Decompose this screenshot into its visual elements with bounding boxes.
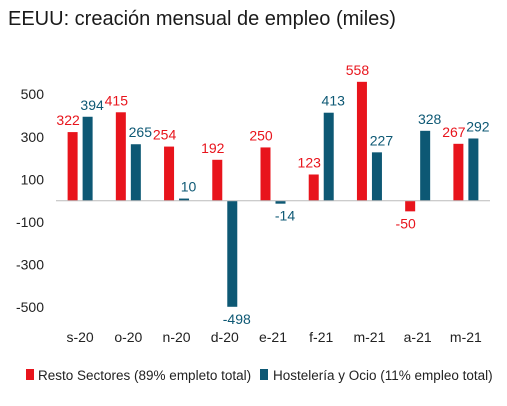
resto-sectores-bar — [453, 143, 464, 201]
y-tick-label: -500 — [16, 299, 44, 315]
resto-sectores-value-label: 558 — [346, 62, 370, 78]
hosteleria-ocio-bar — [227, 200, 238, 307]
legend: Resto Sectores (89% empleto total) Hostel… — [26, 368, 493, 383]
resto-sectores-value-label: 123 — [298, 154, 322, 170]
resto-sectores-value-label: 250 — [249, 127, 273, 143]
y-tick-label: 300 — [21, 129, 45, 145]
hosteleria-ocio-value-label: -14 — [275, 208, 295, 224]
hosteleria-ocio-value-label: 227 — [370, 132, 394, 148]
x-axis: s-20 o-20 n-20 d-20 e-21 f-21 m-21 a-21 m-21 — [66, 329, 482, 345]
legend-swatch — [260, 369, 268, 380]
y-tick-label: -300 — [16, 257, 44, 273]
x-tick-label: o-20 — [114, 329, 142, 345]
y-axis: 500 300 100 -100 -300 -500 — [16, 86, 44, 315]
x-tick-label: f-21 — [309, 329, 333, 345]
resto-sectores-bar — [356, 81, 367, 201]
legend-label: Resto Sectores (89% empleto total) — [38, 368, 251, 383]
resto-sectores-bar — [405, 200, 416, 212]
hosteleria-ocio-bar — [468, 138, 479, 201]
hosteleria-ocio-bar — [420, 130, 431, 201]
hosteleria-ocio-bar — [275, 200, 286, 204]
hosteleria-ocio-bar — [371, 152, 382, 201]
resto-sectores-value-label: 322 — [56, 112, 80, 128]
x-tick-label: m-21 — [353, 329, 385, 345]
y-tick-label: -100 — [16, 214, 44, 230]
x-tick-label: e-21 — [259, 329, 287, 345]
legend-label: Hostelería y Ocio (11% empleo total) — [273, 368, 493, 383]
resto-sectores-bar — [308, 174, 319, 201]
resto-sectores-bar — [212, 159, 223, 201]
hosteleria-ocio-bar — [130, 144, 141, 201]
resto-sectores-bar — [260, 147, 271, 201]
legend-swatch — [26, 369, 34, 380]
y-tick-label: 100 — [21, 171, 45, 187]
resto-sectores-value-label: 192 — [201, 140, 225, 156]
resto-sectores-bar — [67, 132, 78, 201]
hosteleria-ocio-value-label: 328 — [418, 111, 442, 127]
resto-sectores-bar — [115, 112, 126, 201]
hosteleria-ocio-value-label: 413 — [322, 93, 346, 109]
resto-sectores-value-label: 254 — [153, 127, 177, 143]
x-tick-label: m-21 — [450, 329, 482, 345]
resto-sectores-value-label: 415 — [105, 92, 129, 108]
x-tick-label: s-20 — [66, 329, 93, 345]
hosteleria-ocio-bar — [179, 198, 190, 201]
resto-sectores-value-label: 267 — [442, 124, 466, 140]
hosteleria-ocio-bar — [82, 116, 93, 201]
x-tick-label: n-20 — [163, 329, 191, 345]
y-tick-label: 500 — [21, 86, 45, 102]
hosteleria-ocio-value-label: 10 — [181, 179, 197, 195]
x-tick-label: a-21 — [404, 329, 432, 345]
x-tick-label: d-20 — [211, 329, 239, 345]
resto-sectores-value-label: -50 — [396, 215, 416, 231]
hosteleria-ocio-bar — [323, 112, 334, 201]
hosteleria-ocio-value-label: 292 — [466, 118, 490, 134]
hosteleria-ocio-value-label: -498 — [223, 311, 251, 327]
chart-title: EEUU: creación mensual de empleo (miles) — [8, 8, 396, 30]
hosteleria-ocio-value-label: 265 — [129, 124, 153, 140]
hosteleria-ocio-value-label: 394 — [80, 97, 104, 113]
bars — [67, 81, 479, 307]
resto-sectores-bar — [164, 146, 175, 201]
